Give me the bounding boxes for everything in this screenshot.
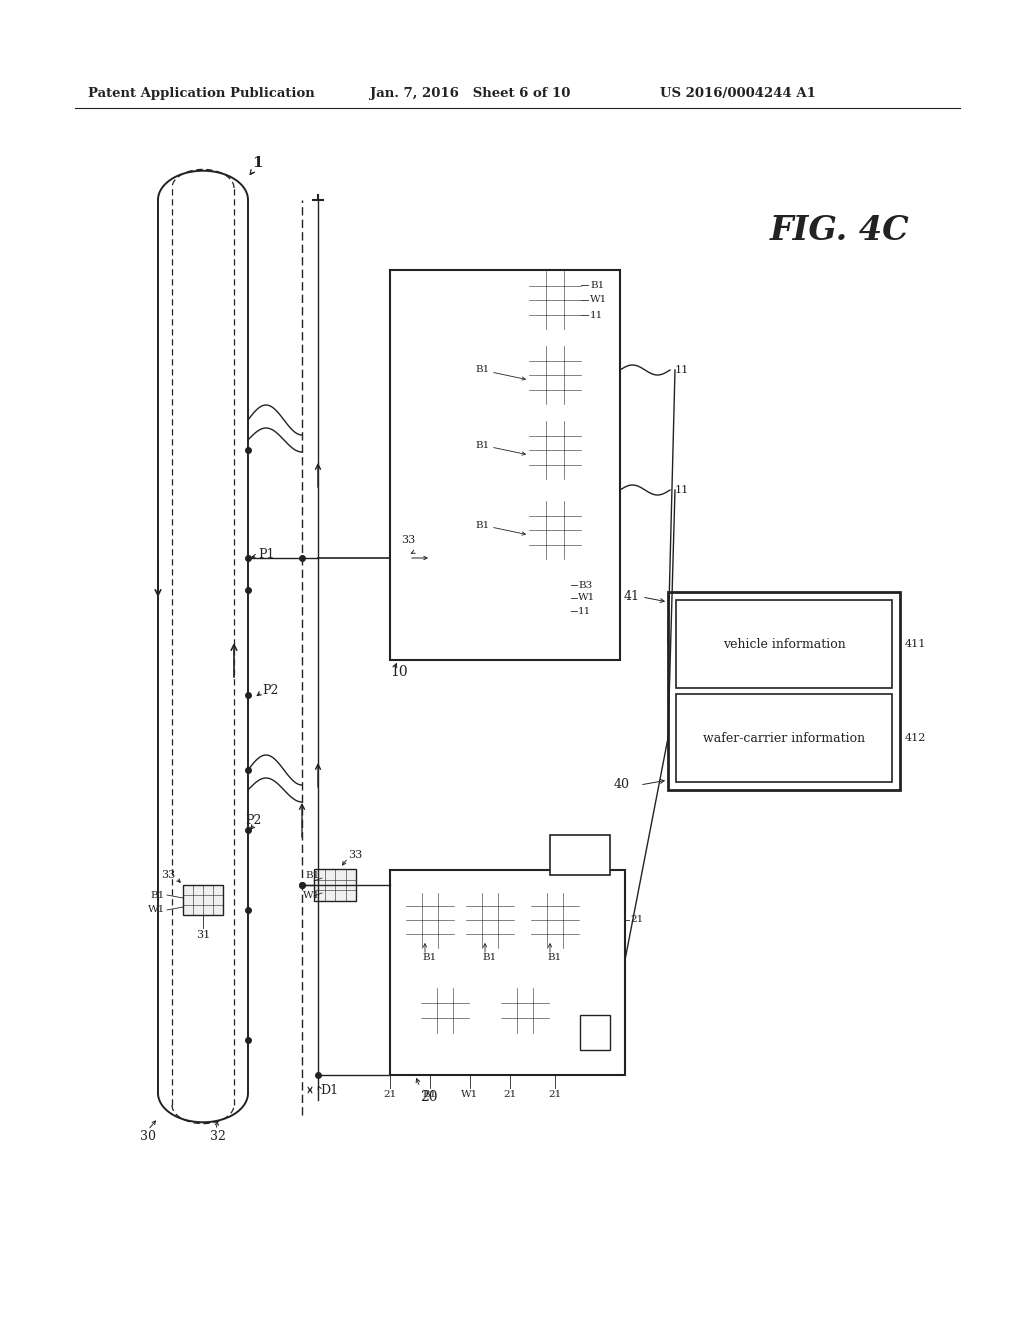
Bar xyxy=(676,694,892,781)
Text: 33: 33 xyxy=(348,850,362,861)
Bar xyxy=(183,884,223,915)
Text: P2: P2 xyxy=(245,813,261,826)
Text: W1: W1 xyxy=(462,1090,478,1100)
Text: W1: W1 xyxy=(590,296,607,305)
Bar xyxy=(314,869,356,902)
Text: B1: B1 xyxy=(151,891,165,899)
Text: 22: 22 xyxy=(555,849,570,862)
Text: 11: 11 xyxy=(590,310,603,319)
Text: 33: 33 xyxy=(161,870,175,880)
Text: US 2016/0004244 A1: US 2016/0004244 A1 xyxy=(660,87,816,99)
Text: 412: 412 xyxy=(905,733,927,743)
Bar xyxy=(407,549,433,568)
Text: Jan. 7, 2016   Sheet 6 of 10: Jan. 7, 2016 Sheet 6 of 10 xyxy=(370,87,570,99)
Text: W1: W1 xyxy=(147,906,165,915)
Text: W1: W1 xyxy=(578,594,595,602)
Text: 11: 11 xyxy=(675,484,689,495)
Text: B1: B1 xyxy=(306,870,319,879)
Text: B1: B1 xyxy=(483,953,497,962)
Text: B1: B1 xyxy=(423,953,437,962)
Text: vehicle information: vehicle information xyxy=(723,638,846,651)
Bar xyxy=(406,892,454,948)
Text: B3: B3 xyxy=(578,581,592,590)
Text: B1: B1 xyxy=(590,281,604,289)
Bar xyxy=(668,591,900,789)
Bar xyxy=(466,892,514,948)
Text: D1: D1 xyxy=(319,1084,338,1097)
Text: 1: 1 xyxy=(252,156,262,170)
Text: 20: 20 xyxy=(420,1090,437,1104)
Text: 11: 11 xyxy=(578,606,591,615)
Text: 21: 21 xyxy=(549,1090,561,1100)
Bar xyxy=(390,271,620,660)
Text: wafer-carrier information: wafer-carrier information xyxy=(702,731,865,744)
Text: P1: P1 xyxy=(258,549,274,561)
Bar xyxy=(529,346,581,404)
Bar xyxy=(580,1015,610,1049)
Text: 33: 33 xyxy=(400,535,415,545)
Text: 30: 30 xyxy=(140,1130,156,1143)
Text: 21: 21 xyxy=(630,916,643,924)
Text: Patent Application Publication: Patent Application Publication xyxy=(88,87,314,99)
Text: 411: 411 xyxy=(905,639,927,649)
Text: 21: 21 xyxy=(504,1090,517,1100)
Text: W1: W1 xyxy=(303,891,319,899)
Text: 41: 41 xyxy=(624,590,640,603)
Bar xyxy=(421,987,469,1032)
Text: B1: B1 xyxy=(476,441,490,450)
Bar xyxy=(529,271,581,329)
Text: 31: 31 xyxy=(196,931,210,940)
Bar xyxy=(501,987,549,1032)
Text: 11: 11 xyxy=(675,366,689,375)
Text: B1: B1 xyxy=(476,520,490,529)
Text: 40: 40 xyxy=(614,779,630,792)
Text: B1: B1 xyxy=(423,1090,437,1100)
Bar xyxy=(676,601,892,688)
Text: FIG. 4C: FIG. 4C xyxy=(770,214,909,247)
Text: 10: 10 xyxy=(390,665,408,678)
Text: 32: 32 xyxy=(210,1130,226,1143)
Text: B1: B1 xyxy=(548,953,562,962)
Bar xyxy=(531,892,579,948)
Bar xyxy=(390,870,625,1074)
Text: P2: P2 xyxy=(262,684,279,697)
Text: 21: 21 xyxy=(383,1090,396,1100)
Text: B1: B1 xyxy=(476,366,490,375)
Bar xyxy=(529,502,581,558)
Bar xyxy=(529,421,581,479)
Bar xyxy=(550,836,610,875)
